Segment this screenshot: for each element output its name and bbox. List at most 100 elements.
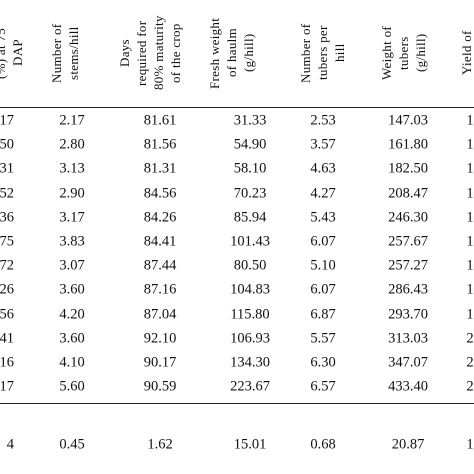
table-cell: 50 (0, 136, 14, 153)
table-cell: 2 (466, 330, 474, 347)
header-line: DAP (10, 39, 25, 67)
table-cell: 1 (466, 306, 474, 323)
table-cell: 3.13 (59, 160, 85, 177)
table-cell: 6.30 (310, 354, 336, 371)
table-cell: 17 (0, 112, 14, 129)
table-cell: 257.27 (388, 257, 428, 274)
header-line: of the crop (168, 23, 183, 83)
table-cell: 0.45 (59, 436, 85, 453)
table-cell: 4.27 (310, 185, 336, 202)
table-cell: 3.07 (59, 257, 85, 274)
table-cell: 208.47 (388, 185, 428, 202)
header-line: Yield of (459, 30, 474, 76)
table-cell: 115.80 (230, 306, 270, 323)
table-cell: 84.56 (143, 185, 177, 202)
table-cell: 75 (0, 233, 14, 250)
table-cell: 5.57 (310, 330, 336, 347)
table-cell: 54.90 (233, 136, 267, 153)
table-cell: 15.01 (233, 436, 267, 453)
table-cell: 3.83 (59, 233, 85, 250)
table-cell: 80.50 (233, 257, 267, 274)
table-cell: 92.10 (143, 330, 177, 347)
table-cell: 104.83 (230, 281, 270, 298)
header-line: Fresh weight (207, 17, 222, 89)
table-cell: 90.17 (143, 354, 177, 371)
table-cell: 81.61 (143, 112, 177, 129)
table-cell: 2.90 (59, 185, 85, 202)
table-cell: 286.43 (388, 281, 428, 298)
table-cell: 70.23 (233, 185, 267, 202)
table-cell: 5.43 (310, 209, 336, 226)
table-cell: 0.68 (310, 436, 336, 453)
table-cell: 87.04 (143, 306, 177, 323)
table-cell: 4.10 (59, 354, 85, 371)
table-cell: 3.60 (59, 330, 85, 347)
table-cell: 182.50 (388, 160, 428, 177)
table-cell: 1 (466, 209, 474, 226)
table-cell: 84.41 (143, 233, 177, 250)
column-header: Number of stems/hill (48, 2, 82, 104)
table-cell: 3.17 (59, 209, 85, 226)
table-cell: 134.30 (230, 354, 270, 371)
table-cell: 2.17 (59, 112, 85, 129)
table-cell: 1 (466, 160, 474, 177)
table-cell: 1.62 (147, 436, 173, 453)
table-cell: 6.87 (310, 306, 336, 323)
table-cell: 2 (466, 354, 474, 371)
table-cell: 41 (0, 330, 14, 347)
header-line: (g/hill) (241, 33, 256, 73)
table-cell: 16 (0, 354, 14, 371)
header-line: hill (332, 43, 347, 63)
header-line: tubers (396, 36, 411, 70)
table-cell: 1 (466, 257, 474, 274)
table-cell: 347.07 (388, 354, 428, 371)
column-header: Yield of (458, 2, 474, 104)
table-cell: 87.16 (143, 281, 177, 298)
table-cell: 1 (466, 436, 474, 453)
header-line: tubers per (315, 25, 330, 81)
table-cell: 101.43 (230, 233, 270, 250)
table-cell: 6.07 (310, 233, 336, 250)
table-cell: 72 (0, 257, 14, 274)
header-line: Days (117, 39, 132, 67)
table-cell: 1 (466, 281, 474, 298)
table-cell: 433.40 (388, 378, 428, 395)
body-rule (0, 403, 474, 404)
table-cell: 5.60 (59, 378, 85, 395)
table-cell: 2.80 (59, 136, 85, 153)
table-cell: 1 (466, 136, 474, 153)
table-cell: 6.57 (310, 378, 336, 395)
table-cell: 1 (466, 185, 474, 202)
table-cell: 3.57 (310, 136, 336, 153)
header-line: of haulm (224, 28, 239, 78)
table-cell: 56 (0, 306, 14, 323)
column-header: Fresh weight of haulm (g/hill) (206, 2, 257, 104)
column-header: Weight of tubers (g/hill) (378, 2, 429, 104)
header-line: Number of (49, 23, 64, 83)
table-cell: 20.87 (391, 436, 425, 453)
header-rule (0, 107, 474, 108)
table-cell: 31 (0, 160, 14, 177)
column-header: Number of tubers per hill (297, 2, 348, 104)
table-cell: 161.80 (388, 136, 428, 153)
table-cell: 4 (6, 436, 14, 453)
table-cell: 1 (466, 112, 474, 129)
table-cell: 223.67 (230, 378, 270, 395)
table-cell: 90.59 (143, 378, 177, 395)
table-cell: 58.10 (233, 160, 267, 177)
table-cell: 147.03 (388, 112, 428, 129)
table-cell: 31.33 (233, 112, 267, 129)
table-cell: 293.70 (388, 306, 428, 323)
column-header: (%) at 75 DAP (0, 2, 26, 104)
table-cell: 81.56 (143, 136, 177, 153)
table-cell: 6.07 (310, 281, 336, 298)
table-cell: 4.63 (310, 160, 336, 177)
table-cell: 246.30 (388, 209, 428, 226)
column-header: Days required for 80% maturity of the crop (116, 2, 184, 104)
table-cell: 2 (466, 378, 474, 395)
table-cell: 3.60 (59, 281, 85, 298)
header-line: 80% maturity (151, 15, 166, 91)
header-line: (g/hill) (413, 33, 428, 73)
table-cell: 52 (0, 185, 14, 202)
